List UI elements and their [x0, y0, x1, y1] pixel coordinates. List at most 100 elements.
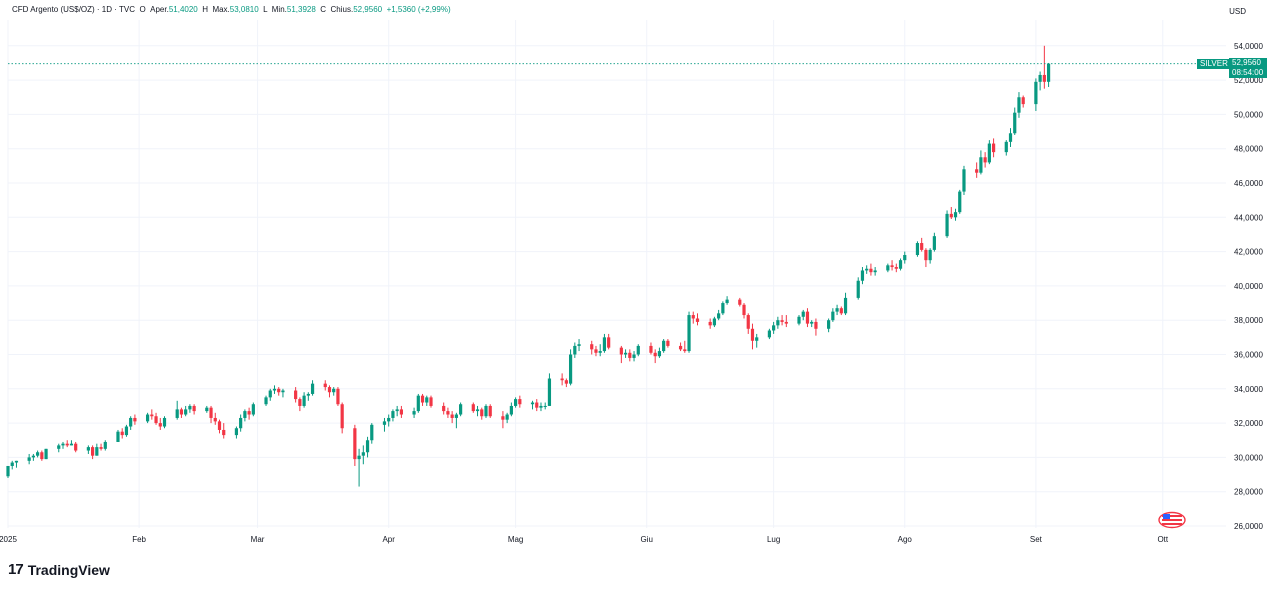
candle	[915, 241, 920, 257]
candle-body	[898, 260, 903, 269]
candle-body	[839, 308, 843, 314]
candle	[662, 339, 666, 353]
candle	[40, 450, 44, 461]
candle	[471, 402, 475, 413]
chart-grid	[7, 20, 1226, 528]
candle-body	[425, 397, 429, 403]
symbol-name: CFD Argento (US$/OZ)	[12, 5, 95, 14]
x-tick-label: Mag	[508, 535, 524, 544]
candle	[1021, 95, 1025, 108]
candle-body	[979, 157, 983, 173]
currency-label[interactable]: USD	[1229, 7, 1246, 16]
candle	[810, 320, 814, 328]
candle-body	[365, 440, 370, 453]
candle	[57, 443, 61, 453]
candle-body	[399, 409, 403, 415]
candle-body	[772, 325, 776, 331]
candle-body	[1004, 141, 1008, 153]
candle	[192, 404, 196, 415]
candle	[294, 387, 298, 403]
candle-body	[442, 405, 446, 412]
candle	[277, 387, 281, 396]
candle	[949, 207, 953, 220]
candle	[158, 417, 162, 430]
candle-body	[501, 416, 505, 420]
candle-body	[509, 405, 513, 415]
candle-body	[44, 448, 48, 460]
time-axis[interactable]: 2025 Feb Mar Apr Mag Giu Lug Ago Set Ott	[0, 535, 1169, 544]
candle	[628, 349, 632, 362]
candle	[450, 411, 454, 424]
tradingview-logo[interactable]: 17 TradingView	[8, 561, 110, 578]
candle	[501, 411, 505, 429]
candle	[251, 402, 255, 417]
candle-body	[129, 417, 133, 427]
candle-body	[361, 452, 365, 456]
candle	[979, 150, 983, 175]
candle	[903, 251, 907, 264]
y-tick-label: 32,0000	[1234, 419, 1263, 428]
candle	[886, 263, 890, 273]
candle	[213, 412, 217, 425]
symbol-legend[interactable]: CFD Argento (US$/OZ) · 1D · TVC O Aper.5…	[12, 5, 451, 14]
candle-body	[251, 404, 255, 415]
candle	[890, 260, 894, 271]
candle	[505, 412, 509, 424]
candle	[924, 248, 928, 268]
candle	[873, 267, 877, 276]
candle-body	[27, 457, 31, 461]
high-value: 53,0810	[229, 5, 259, 14]
x-tick-label: Mar	[251, 535, 265, 544]
candle	[1034, 78, 1038, 111]
candle	[336, 387, 340, 406]
candle-body	[666, 340, 670, 346]
candle-body	[264, 397, 268, 405]
candle-body	[471, 404, 475, 412]
candle	[721, 301, 725, 316]
candle	[69, 440, 74, 446]
candle-body	[746, 315, 750, 329]
candle	[1008, 128, 1013, 147]
candle-body	[564, 380, 568, 384]
us-flag-icon	[1158, 511, 1186, 529]
candle-body	[357, 455, 361, 460]
candle-body	[636, 345, 640, 355]
candle-body	[535, 402, 539, 408]
candle-body	[133, 417, 137, 422]
candle	[222, 423, 226, 439]
candle-body	[738, 299, 742, 305]
candle-body	[708, 321, 712, 326]
candle-body	[124, 426, 129, 436]
candle	[683, 340, 687, 353]
candle	[446, 407, 450, 418]
candle-body	[158, 423, 162, 427]
low-value: 51,3928	[286, 5, 316, 14]
candle-body	[1008, 133, 1013, 142]
candle-body	[306, 393, 310, 396]
candle	[797, 315, 801, 326]
candle	[767, 328, 771, 340]
open-letter: O	[139, 5, 146, 14]
candle	[623, 349, 628, 358]
candle-body	[353, 428, 357, 460]
candle	[429, 395, 433, 408]
y-tick-label: 26,0000	[1234, 522, 1263, 531]
candle-body	[653, 352, 657, 357]
close-label: Chius.	[330, 5, 354, 14]
candle	[488, 404, 492, 418]
candle	[991, 138, 996, 158]
x-tick-label: Giu	[641, 535, 653, 544]
candle-body	[1017, 97, 1021, 113]
y-tick-label: 28,0000	[1234, 488, 1263, 497]
candle-body	[835, 308, 839, 312]
candle	[543, 402, 547, 410]
price-axis[interactable]: 26,0000 28,0000 30,0000 32,0000 34,0000 36,00…	[1234, 42, 1263, 531]
candle-body	[298, 399, 302, 406]
candle-body	[958, 191, 962, 213]
candle	[27, 453, 31, 465]
candle-body	[268, 390, 272, 398]
candle	[395, 405, 399, 417]
candle-body	[1021, 97, 1025, 105]
candle-body	[234, 428, 239, 436]
